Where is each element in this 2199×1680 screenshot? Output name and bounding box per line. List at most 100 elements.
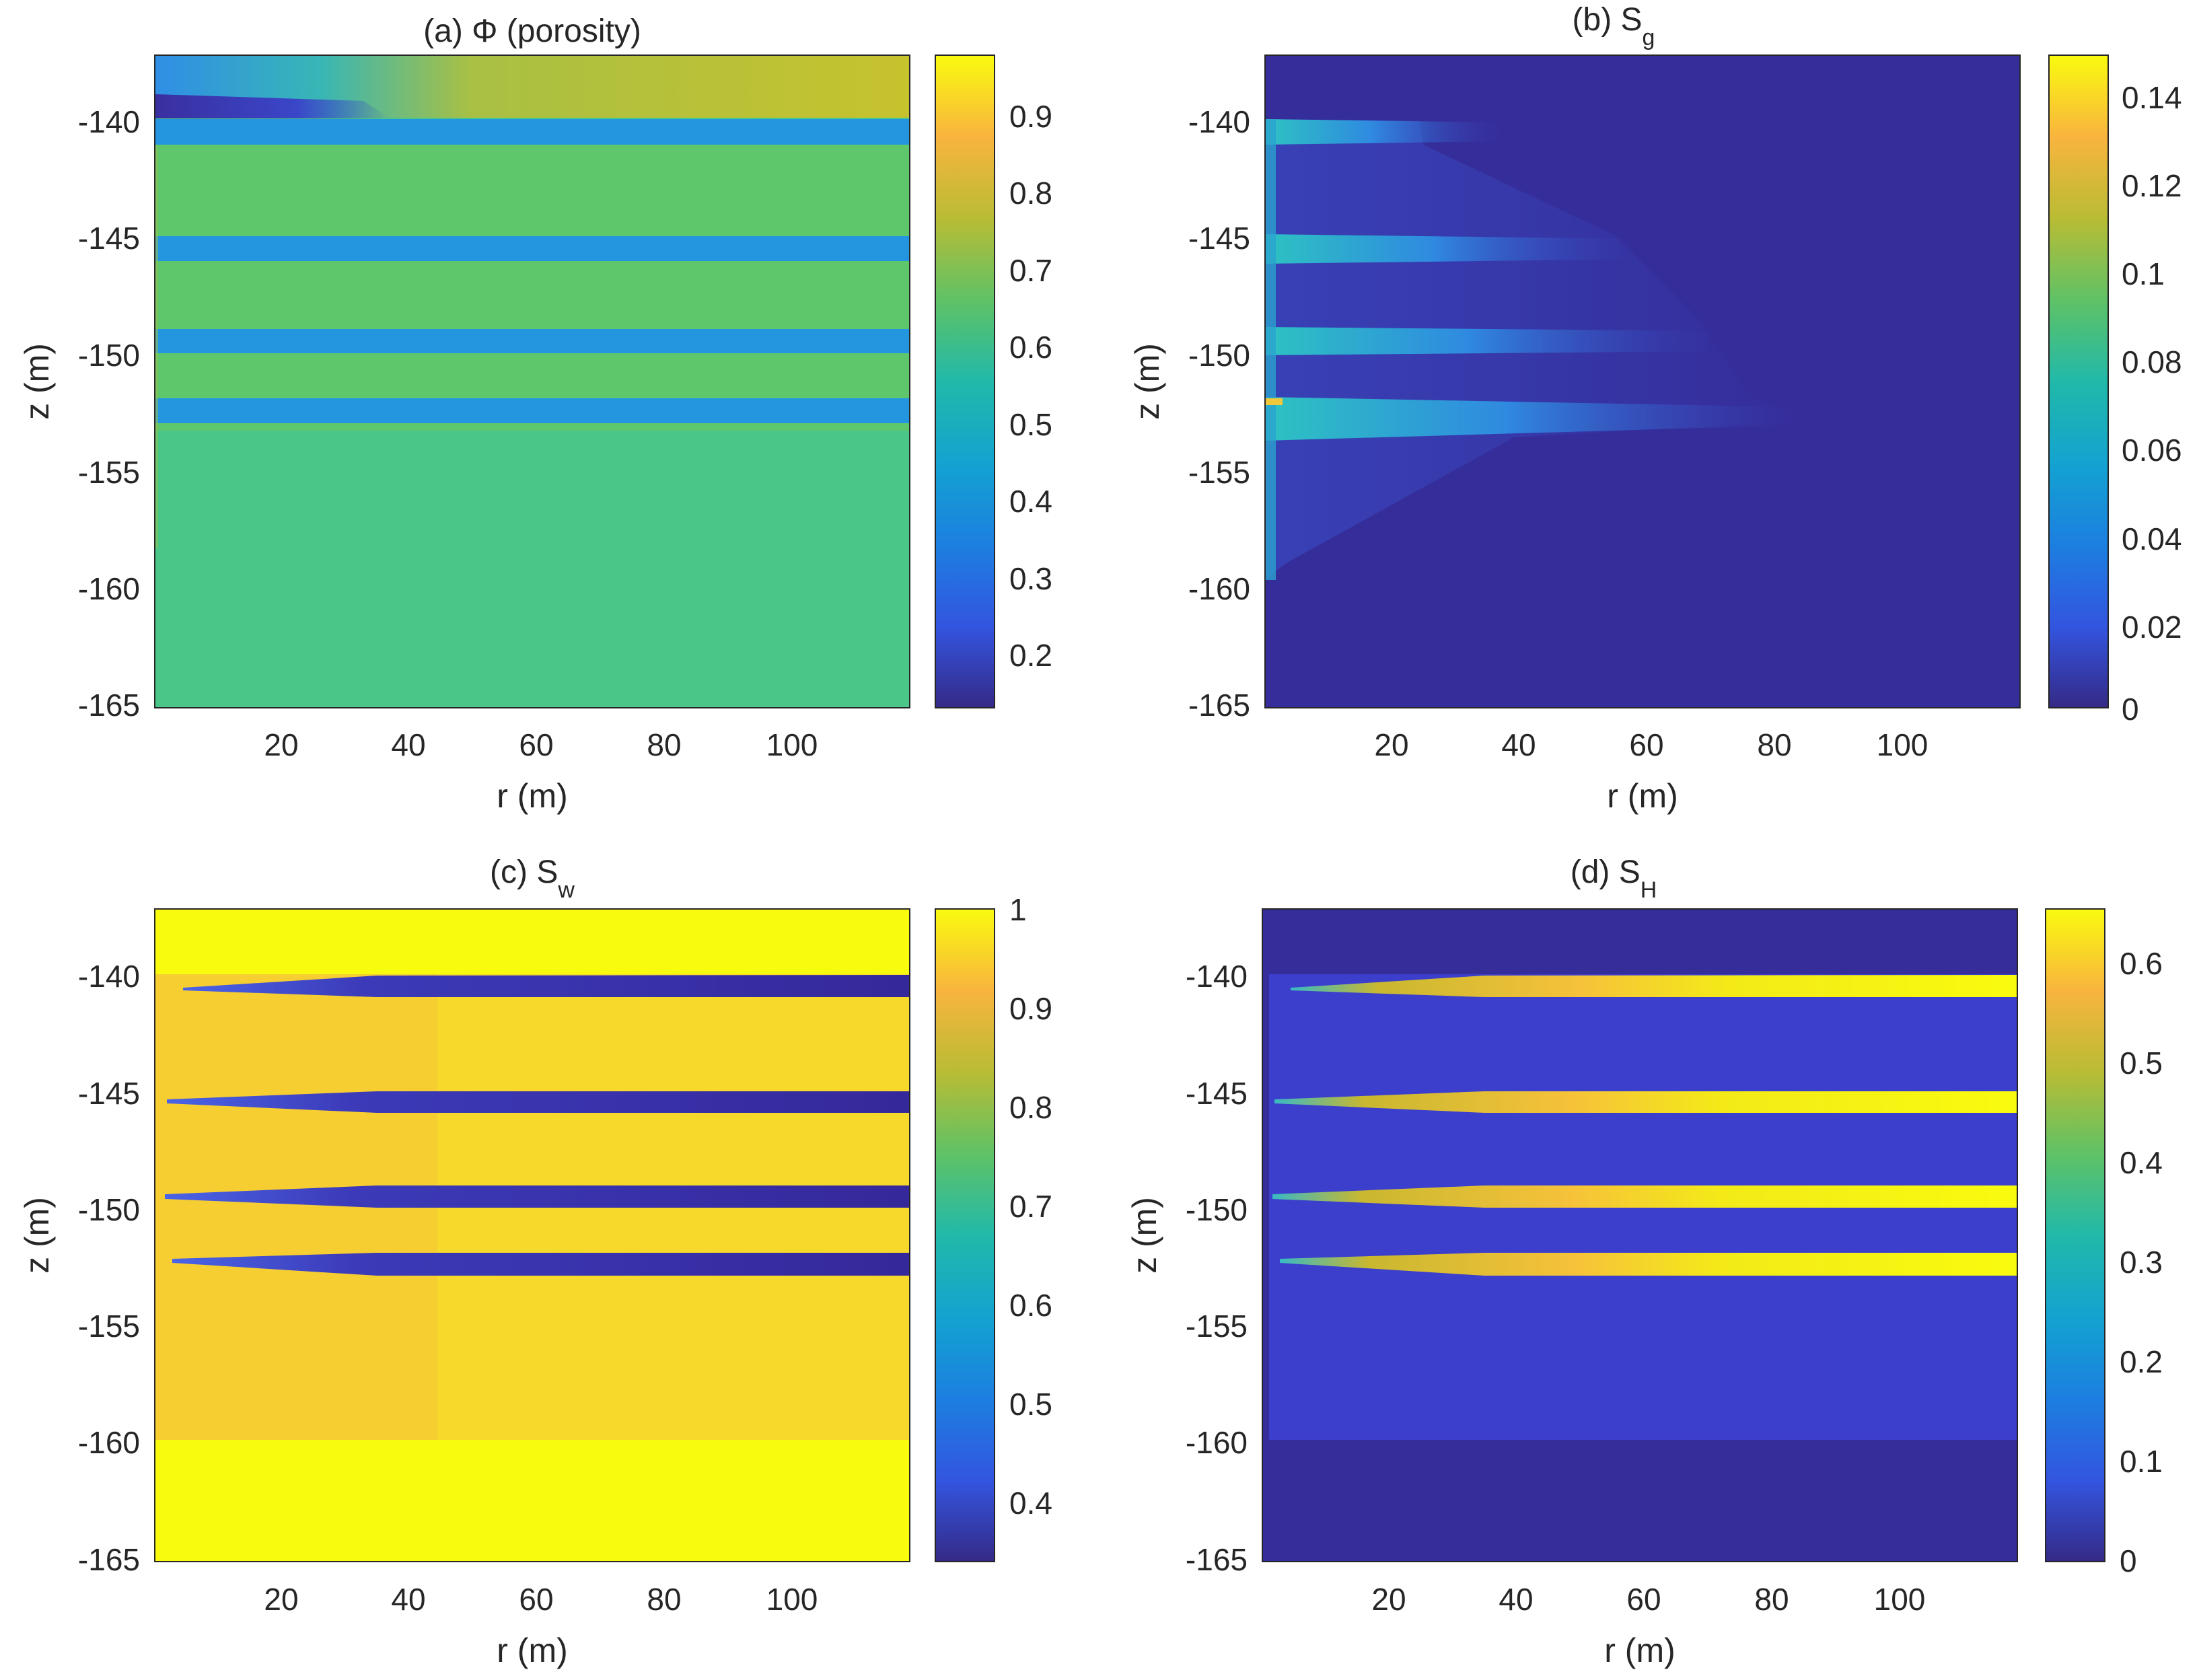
- colorbar-tick-label: 0.04: [2122, 521, 2182, 556]
- panel-c-y-axis: -140 -145 -150 -155 -160 -165 z (m): [18, 959, 140, 1577]
- panel-a: (a) Φ (porosity) -140 -145 -150 -155 -16…: [18, 13, 1052, 815]
- y-tick-label: -140: [78, 104, 140, 139]
- panel-d-band-4: [1280, 1253, 2017, 1276]
- panel-b-well-column: [1265, 119, 1276, 580]
- y-tick-label: -165: [1188, 688, 1250, 723]
- panel-a-plot-area: [154, 54, 910, 708]
- x-tick-label: 20: [264, 727, 298, 762]
- panel-d-title-sub: H: [1641, 877, 1657, 903]
- x-tick-label: 40: [1499, 1582, 1533, 1617]
- panel-d-axes-box: [1262, 908, 2018, 1562]
- x-tick-label: 20: [1371, 1582, 1406, 1617]
- panel-b-gas-tongue-1: [1265, 119, 1502, 145]
- colorbar-tick-label: 0.9: [1009, 99, 1052, 134]
- panel-a-low-porosity-lens: [155, 94, 390, 118]
- y-tick-label: -165: [78, 688, 140, 723]
- colorbar-ramp: [2048, 54, 2109, 708]
- panel-a-band-4: [155, 398, 910, 423]
- colorbar-tick-label: 0.02: [2122, 610, 2182, 645]
- x-tick-label: 40: [391, 1582, 425, 1617]
- panel-c-band-4: [172, 1253, 910, 1276]
- x-tick-label: 80: [1754, 1582, 1789, 1617]
- panel-b-title: (b) Sg: [1573, 2, 1655, 50]
- panel-a-band-1: [155, 119, 910, 145]
- y-tick-label: -155: [78, 1309, 140, 1344]
- x-tick-label: 100: [1877, 727, 1928, 762]
- panel-a-axes-box: [154, 54, 910, 708]
- panel-b-gas-tongue-3: [1265, 327, 1715, 355]
- x-tick-label: 100: [766, 727, 818, 762]
- panel-a-colorbar: 0.9 0.8 0.7 0.6 0.5 0.4 0.3 0.2: [935, 54, 1052, 708]
- panel-d-x-axis: 20 40 60 80 100 r (m): [1371, 1582, 1925, 1669]
- y-tick-label: -145: [78, 221, 140, 256]
- panel-d-band-2: [1274, 1091, 2017, 1113]
- panel-c-xlabel: r (m): [497, 1632, 568, 1669]
- panel-c-band-3: [165, 1185, 910, 1208]
- colorbar-tick-label: 0.12: [2122, 168, 2182, 203]
- panel-b-colorbar: 0.14 0.12 0.1 0.08 0.06 0.04 0.02 0: [2048, 54, 2182, 727]
- colorbar-tick-label: 0.9: [1009, 991, 1052, 1026]
- colorbar-tick-label: 0.14: [2122, 80, 2182, 115]
- panel-c-ylabel: z (m): [18, 1197, 56, 1274]
- panel-c-band-1: [183, 975, 910, 997]
- panel-b-title-sub: g: [1643, 25, 1655, 50]
- colorbar-tick-label: 0.6: [2120, 946, 2163, 981]
- colorbar-tick-label: 0.4: [1009, 484, 1052, 519]
- panel-a-hydrate-interval: [155, 145, 910, 431]
- y-tick-label: -150: [78, 338, 140, 373]
- colorbar-tick-label: 0.2: [1009, 638, 1052, 673]
- panel-d-colorbar: 0.6 0.5 0.4 0.3 0.2 0.1 0: [2045, 908, 2163, 1578]
- colorbar-tick-label: 0.5: [1009, 407, 1052, 442]
- panel-c-plot-area: [154, 908, 910, 1562]
- x-tick-label: 60: [1626, 1582, 1661, 1617]
- colorbar-tick-label: 0.7: [1009, 1189, 1052, 1224]
- y-tick-label: -155: [1186, 1309, 1248, 1344]
- panel-a-y-axis: -140 -145 -150 -155 -160 -165 z (m): [18, 104, 140, 723]
- y-tick-label: -140: [1188, 104, 1250, 139]
- panel-d-title-main: (d) S: [1571, 854, 1641, 890]
- colorbar-ramp: [935, 908, 995, 1562]
- panel-d-band-3: [1272, 1185, 2017, 1208]
- colorbar-ramp: [2045, 908, 2105, 1562]
- y-tick-label: -155: [78, 455, 140, 490]
- panel-c-colorbar: 1 0.9 0.8 0.7 0.6 0.5 0.4: [935, 892, 1052, 1562]
- panel-a-x-axis: 20 40 60 80 100 r (m): [264, 727, 818, 815]
- panel-a-ylabel: z (m): [18, 343, 56, 420]
- colorbar-tick-label: 0.08: [2122, 344, 2182, 379]
- panel-d: (d) SH -140 -145 -150 -155 -160 -165 z (…: [1126, 854, 2163, 1669]
- y-tick-label: -155: [1188, 455, 1250, 490]
- y-tick-label: -150: [1188, 338, 1250, 373]
- y-tick-label: -165: [78, 1542, 140, 1577]
- y-tick-label: -145: [1186, 1076, 1248, 1111]
- panel-c-title-main: (c) S: [490, 854, 558, 890]
- panel-d-y-axis: -140 -145 -150 -155 -160 -165 z (m): [1126, 959, 1248, 1577]
- x-tick-label: 40: [1501, 727, 1536, 762]
- colorbar-tick-label: 0.5: [2120, 1046, 2163, 1081]
- y-tick-label: -160: [78, 571, 140, 606]
- panel-d-ylabel: z (m): [1126, 1197, 1163, 1274]
- panel-d-band-1: [1291, 975, 2017, 997]
- panel-a-well-edge: [155, 145, 158, 548]
- colorbar-tick-label: 0.7: [1009, 253, 1052, 288]
- colorbar-tick-label: 0: [2120, 1543, 2137, 1578]
- panel-b-axes-box: [1264, 54, 2021, 708]
- x-tick-label: 60: [519, 727, 553, 762]
- panel-a-band-2: [155, 236, 910, 261]
- y-tick-label: -165: [1186, 1542, 1248, 1577]
- panel-a-band-3: [155, 329, 910, 353]
- y-tick-label: -145: [1188, 221, 1250, 256]
- y-tick-label: -140: [1186, 959, 1248, 994]
- colorbar-tick-label: 0.1: [2122, 256, 2165, 291]
- panel-b-plot-area: [1264, 54, 2021, 708]
- colorbar-tick-label: 0.2: [2120, 1344, 2163, 1379]
- colorbar-tick-label: 0.3: [1009, 561, 1052, 596]
- panel-b-peak-gas: [1265, 398, 1283, 405]
- y-tick-label: -160: [1186, 1425, 1248, 1460]
- panel-a-title: (a) Φ (porosity): [423, 13, 641, 49]
- x-tick-label: 60: [519, 1582, 553, 1617]
- panel-c-title-sub: w: [557, 877, 575, 903]
- panel-d-xlabel: r (m): [1604, 1632, 1675, 1669]
- colorbar-tick-label: 0.4: [1009, 1486, 1052, 1521]
- panel-c-x-axis: 20 40 60 80 100 r (m): [264, 1582, 818, 1669]
